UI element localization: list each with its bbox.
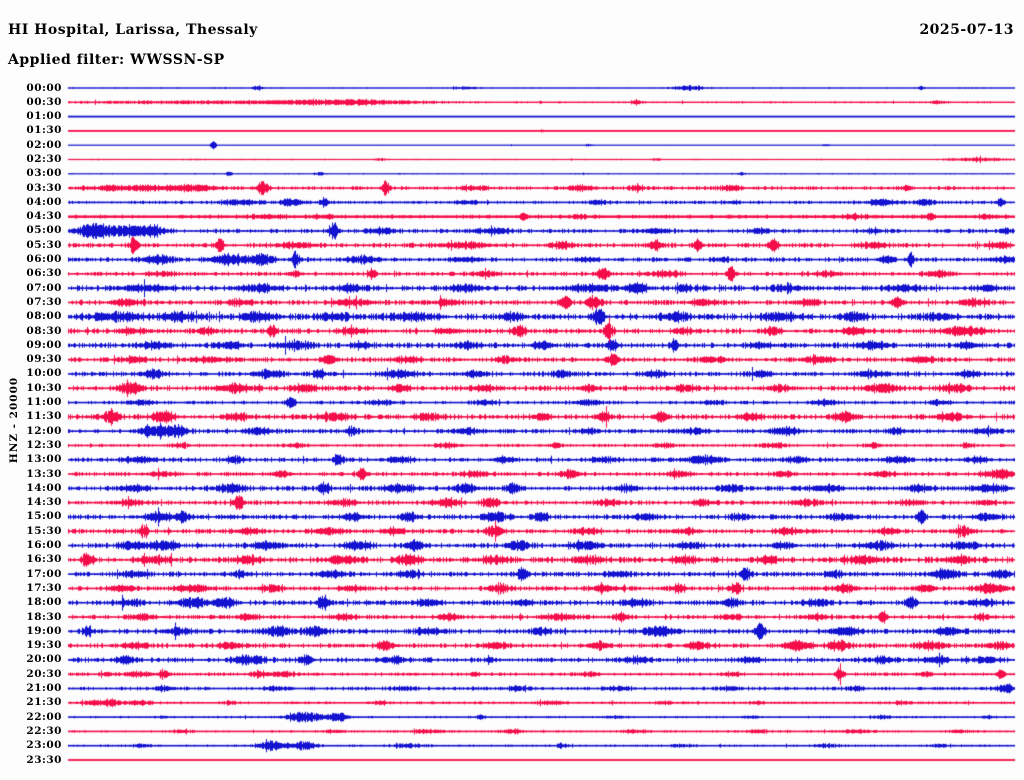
time-label: 23:00 [26, 739, 62, 752]
time-label: 23:30 [26, 753, 62, 766]
time-label: 20:30 [26, 667, 62, 680]
time-label: 11:00 [26, 396, 62, 409]
time-label: 05:00 [26, 224, 62, 237]
time-label: 17:30 [26, 581, 62, 594]
time-label: 15:30 [26, 524, 62, 537]
time-label: 02:00 [26, 138, 62, 151]
time-label: 01:30 [26, 124, 62, 137]
date-label: 2025-07-13 [919, 22, 1014, 38]
time-label: 19:00 [26, 624, 62, 637]
time-label: 18:00 [26, 596, 62, 609]
time-label: 18:30 [26, 610, 62, 623]
time-label: 00:00 [26, 81, 62, 94]
time-label: 17:00 [26, 567, 62, 580]
time-label: 06:00 [26, 253, 62, 266]
time-label: 02:30 [26, 152, 62, 165]
filter-label: Applied filter: WWSSN-SP [8, 52, 225, 68]
station-title: HI Hospital, Larissa, Thessaly [8, 22, 258, 38]
time-label: 13:30 [26, 467, 62, 480]
time-label: 16:30 [26, 553, 62, 566]
time-label: 21:00 [26, 682, 62, 694]
time-label: 11:30 [26, 410, 62, 423]
time-label: 15:00 [26, 510, 62, 523]
time-label: 04:00 [26, 195, 62, 208]
time-label: 10:30 [26, 381, 62, 394]
time-label: 12:00 [26, 424, 62, 437]
time-label: 00:30 [26, 95, 62, 108]
time-label: 19:30 [26, 639, 62, 652]
time-label: 12:30 [26, 438, 62, 451]
time-label: 08:30 [26, 324, 62, 337]
time-label: 14:30 [26, 496, 62, 509]
time-label: 13:00 [26, 453, 62, 466]
time-label: 14:00 [26, 481, 62, 494]
time-label: 06:30 [26, 267, 62, 280]
time-label: 10:00 [26, 367, 62, 380]
time-label: 09:00 [26, 338, 62, 351]
time-label: 21:30 [26, 696, 62, 709]
time-label: 01:00 [26, 110, 62, 123]
time-label: 16:00 [26, 539, 62, 552]
time-label: 22:30 [26, 724, 62, 737]
time-label: 04:30 [26, 210, 62, 223]
time-label: 09:30 [26, 353, 62, 366]
time-label: 20:00 [26, 653, 62, 666]
time-label: 07:30 [26, 295, 62, 308]
time-label: 07:00 [26, 281, 62, 294]
time-label: 08:00 [26, 310, 62, 323]
time-label: 22:00 [26, 710, 62, 723]
time-label: 03:30 [26, 181, 62, 194]
time-label: 03:00 [26, 167, 62, 180]
time-label: 05:30 [26, 238, 62, 251]
